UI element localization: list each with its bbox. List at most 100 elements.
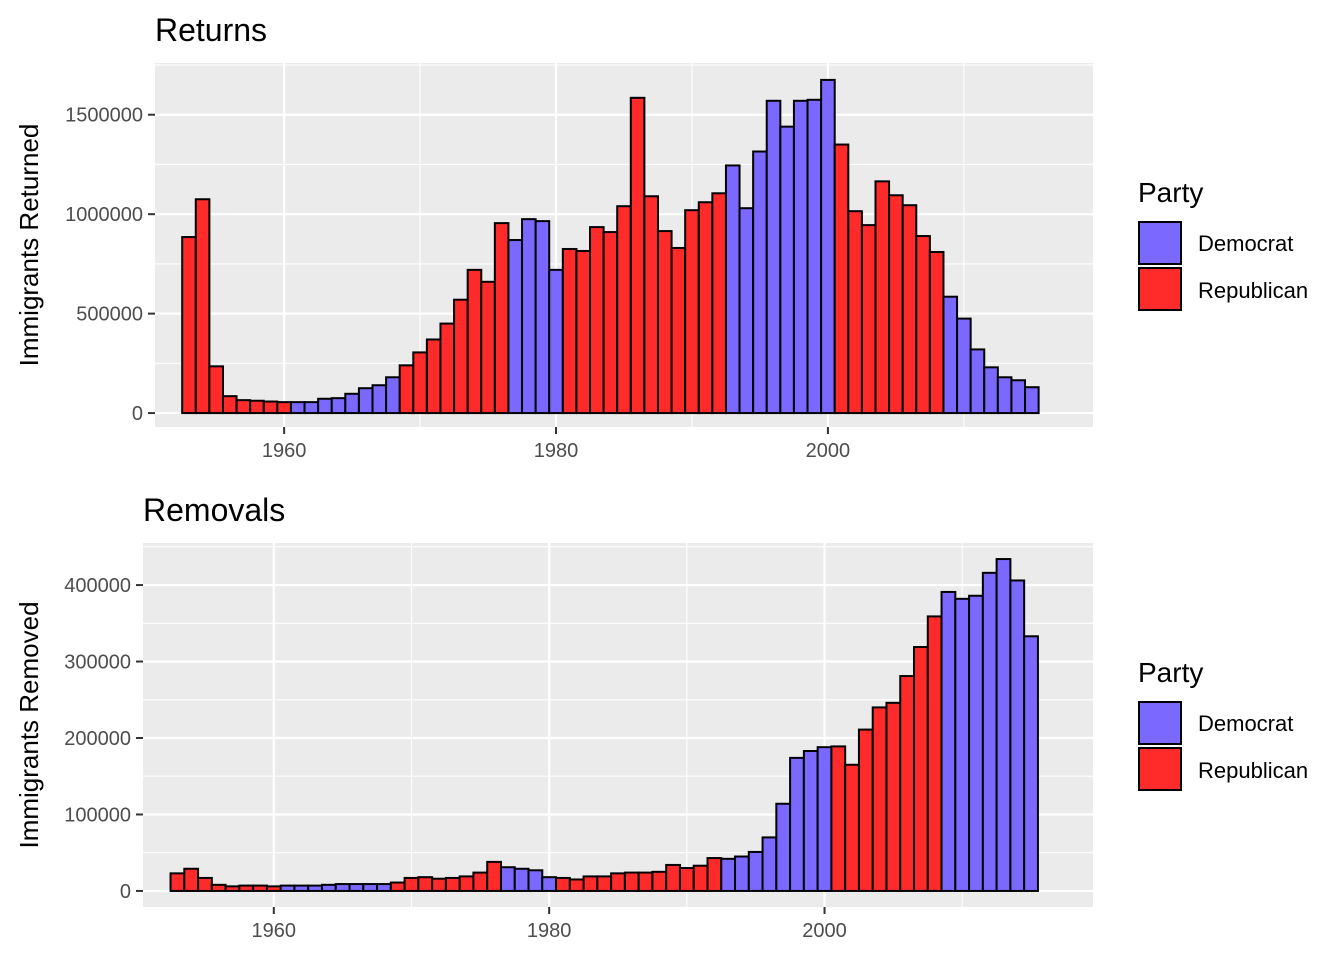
bar-1972 xyxy=(439,322,456,415)
bar-1989 xyxy=(670,246,687,415)
bar-1959 xyxy=(262,400,279,415)
bar-2011 xyxy=(968,594,984,892)
removals-bars xyxy=(169,558,1039,892)
bar-1967 xyxy=(362,883,379,892)
bar-1958 xyxy=(249,399,265,415)
bar-1998 xyxy=(792,99,809,415)
bar-1956 xyxy=(221,395,238,415)
y-tick-label: 0 xyxy=(120,881,131,903)
bar-1964 xyxy=(320,883,337,892)
bar-1983 xyxy=(589,226,605,415)
bar-1977 xyxy=(499,866,516,892)
bar-1957 xyxy=(224,885,241,892)
bar-1960 xyxy=(265,885,282,892)
bar-1972 xyxy=(431,877,447,892)
bar-1976 xyxy=(486,860,502,892)
bar-1994 xyxy=(734,855,750,892)
bar-1966 xyxy=(357,387,374,415)
legend-returns: Party Democrat Republican xyxy=(1138,177,1308,311)
legend-label-democrat: Democrat xyxy=(1198,711,1293,736)
bar-1980 xyxy=(548,268,564,415)
bar-2011 xyxy=(969,348,986,415)
bar-2004 xyxy=(874,180,891,415)
bar-1992 xyxy=(711,192,727,415)
y-axis-label-returns: Immigrants Returned xyxy=(14,124,44,367)
returns-y-axis: 0 500000 1000000 1500000 xyxy=(65,105,155,425)
bar-1968 xyxy=(385,376,401,415)
bar-1963 xyxy=(317,397,333,415)
bar-2005 xyxy=(885,701,902,892)
bar-1999 xyxy=(806,98,823,415)
bar-1969 xyxy=(398,364,415,415)
bar-1970 xyxy=(403,876,420,892)
legend-label-republican: Republican xyxy=(1198,758,1308,783)
legend-key-republican xyxy=(1138,267,1182,311)
y-tick-label: 500000 xyxy=(76,304,143,326)
bar-2013 xyxy=(995,558,1012,892)
legend-key-democrat xyxy=(1138,221,1182,265)
bar-1981 xyxy=(555,876,571,892)
bar-1960 xyxy=(276,401,292,415)
y-tick-label: 100000 xyxy=(64,804,131,826)
bar-1991 xyxy=(692,864,709,892)
bar-2012 xyxy=(983,366,999,415)
bar-2010 xyxy=(954,597,971,892)
bar-1997 xyxy=(775,802,792,892)
legend-key-democrat xyxy=(1138,701,1182,745)
bar-1993 xyxy=(720,857,737,892)
bar-2012 xyxy=(981,571,998,892)
returns-x-axis: 1960 1980 2000 xyxy=(262,427,850,462)
bar-2003 xyxy=(860,224,877,415)
bar-1982 xyxy=(568,878,585,892)
x-tick-label: 1960 xyxy=(262,440,307,462)
returns-bars xyxy=(181,78,1040,415)
bar-1985 xyxy=(616,205,632,415)
bar-1997 xyxy=(779,125,795,415)
bar-1973 xyxy=(453,298,469,415)
bar-1989 xyxy=(665,863,681,892)
bar-2008 xyxy=(926,615,943,892)
legend-title: Party xyxy=(1138,177,1203,208)
bar-1979 xyxy=(534,220,551,415)
bar-1995 xyxy=(752,150,768,415)
bar-2003 xyxy=(857,728,874,892)
bar-1975 xyxy=(480,280,496,415)
bar-2000 xyxy=(820,78,836,415)
bar-1953 xyxy=(169,872,186,892)
bar-1993 xyxy=(724,164,741,415)
bar-2010 xyxy=(956,317,972,415)
y-tick-label: 1500000 xyxy=(65,105,143,127)
bar-2014 xyxy=(1009,579,1026,892)
x-tick-label: 2000 xyxy=(802,920,847,942)
legend-title: Party xyxy=(1138,657,1203,688)
bar-1991 xyxy=(697,201,714,415)
bar-1974 xyxy=(458,875,475,892)
bar-1983 xyxy=(582,875,599,892)
bar-1958 xyxy=(238,884,255,892)
bar-1956 xyxy=(210,883,227,892)
x-tick-label: 1980 xyxy=(527,920,572,942)
bar-1955 xyxy=(208,365,224,415)
legend-label-republican: Republican xyxy=(1198,278,1308,303)
bar-1959 xyxy=(252,884,268,892)
y-axis-label-removals: Immigrants Removed xyxy=(14,601,44,848)
y-tick-label: 0 xyxy=(132,403,143,425)
bar-1971 xyxy=(425,338,442,415)
returns-chart: Returns 0 500000 1000000 1500000 1960 1980 20… xyxy=(14,12,1308,462)
x-tick-label: 1960 xyxy=(252,920,297,942)
removals-x-axis: 1960 1980 2000 xyxy=(252,907,847,942)
bar-2009 xyxy=(940,590,957,892)
bar-2013 xyxy=(996,376,1013,415)
chart-title-removals: Removals xyxy=(143,492,285,528)
x-tick-label: 1980 xyxy=(534,440,579,462)
x-tick-label: 2000 xyxy=(806,440,851,462)
bar-1984 xyxy=(596,875,613,892)
bar-1996 xyxy=(765,99,782,415)
bar-2004 xyxy=(871,706,888,892)
bar-2007 xyxy=(913,646,929,892)
bar-1998 xyxy=(789,756,805,892)
bar-1954 xyxy=(183,867,200,892)
legend-label-democrat: Democrat xyxy=(1198,231,1293,256)
